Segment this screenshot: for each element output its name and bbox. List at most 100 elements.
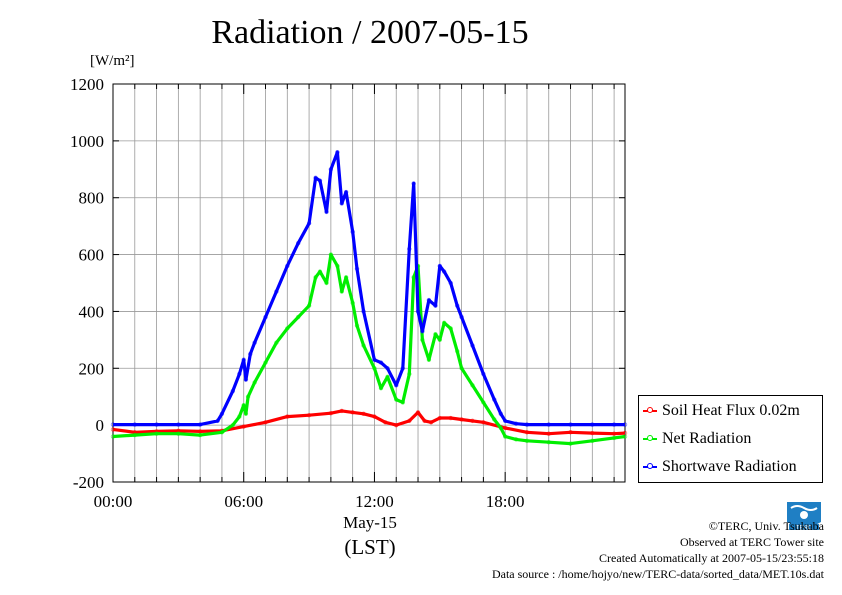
data-point	[285, 414, 290, 419]
data-point	[350, 300, 355, 306]
data-point	[197, 432, 203, 438]
data-point	[513, 421, 519, 426]
data-point	[263, 314, 268, 320]
series-line-2	[113, 150, 625, 427]
data-point	[407, 418, 412, 424]
data-point	[622, 434, 628, 439]
y-tick-label: 1200	[70, 75, 104, 94]
y-tick-label: 600	[79, 246, 105, 265]
data-point	[263, 360, 268, 365]
chart-title: Radiation / 2007-05-15	[211, 14, 529, 51]
data-point	[437, 415, 443, 421]
plot-frame	[112, 83, 626, 483]
data-point	[263, 420, 268, 425]
data-point	[524, 430, 530, 435]
legend-swatch-net-radiation	[643, 432, 657, 446]
data-point	[361, 411, 366, 416]
data-point	[154, 422, 159, 427]
legend-label-soil-heat-flux: Soil Heat Flux 0.02m	[662, 402, 800, 419]
terc-logo-icon: TERC	[787, 502, 821, 532]
data-point	[274, 340, 279, 345]
data-point	[350, 229, 355, 235]
terc-logo-text: TERC	[796, 526, 813, 532]
data-point	[502, 418, 508, 424]
credit-site: Observed at TERC Tower site	[679, 535, 824, 549]
data-point	[481, 400, 486, 405]
data-point	[459, 314, 464, 320]
data-point	[237, 371, 242, 377]
data-point	[176, 422, 181, 427]
data-point	[407, 371, 412, 377]
x-tick-label: 00:00	[94, 492, 133, 511]
data-point	[590, 422, 595, 427]
y-tick-label: 1000	[70, 132, 104, 151]
data-point	[415, 410, 421, 415]
data-point	[420, 337, 425, 343]
x-tick-label: 12:00	[355, 492, 394, 511]
data-point	[481, 371, 486, 377]
data-point	[498, 425, 504, 431]
data-point	[420, 329, 425, 334]
data-point	[328, 411, 334, 416]
data-point	[426, 297, 432, 303]
data-point	[428, 420, 434, 425]
x-tick-label: 06:00	[224, 492, 263, 511]
data-point	[248, 351, 253, 357]
data-point	[524, 438, 530, 443]
data-point	[132, 432, 137, 438]
credits: ©TERC, Univ. Tsukuba Observed at TERC To…	[492, 518, 824, 582]
data-point	[324, 280, 329, 286]
data-point	[215, 418, 220, 424]
data-point	[459, 366, 464, 371]
y-tick-label: -200	[73, 473, 104, 492]
data-point	[328, 167, 334, 172]
data-point	[437, 337, 443, 343]
data-point	[313, 275, 318, 280]
data-point	[502, 434, 508, 439]
credit-source: Data source : /home/hojyo/new/TERC-data/…	[491, 567, 824, 581]
data-point	[513, 437, 519, 442]
data-point	[285, 326, 290, 331]
data-point	[252, 340, 257, 345]
series-line-0	[112, 409, 626, 436]
data-point	[354, 266, 360, 271]
data-point	[448, 415, 453, 421]
data-point	[492, 397, 497, 402]
data-point	[230, 388, 236, 394]
data-point	[306, 412, 312, 418]
data-point	[470, 418, 475, 424]
data-point	[394, 383, 399, 388]
data-point	[372, 366, 377, 371]
data-point	[241, 403, 246, 408]
y-tick-label: 0	[96, 416, 105, 435]
data-point	[400, 400, 405, 405]
data-point	[378, 385, 384, 391]
data-point	[328, 252, 334, 257]
data-point	[317, 178, 323, 183]
data-point	[481, 420, 486, 425]
data-point	[343, 189, 349, 195]
data-point	[568, 430, 573, 435]
data-point	[176, 431, 181, 436]
legend-label-shortwave-radiation: Shortwave Radiation	[662, 458, 797, 475]
x-axis-timezone-label: (LST)	[344, 535, 396, 559]
data-point	[339, 201, 344, 206]
data-point	[324, 209, 329, 215]
data-point	[339, 408, 344, 414]
data-point	[422, 418, 427, 424]
data-point	[611, 431, 617, 436]
data-point	[441, 269, 447, 274]
legend-swatch-soil-heat-flux	[643, 404, 657, 418]
data-point	[354, 323, 360, 328]
data-point	[110, 422, 116, 427]
legend-item-soil-heat-flux: Soil Heat Flux 0.02m	[643, 401, 800, 421]
data-point	[590, 438, 595, 443]
data-point	[611, 422, 617, 427]
data-point	[400, 366, 405, 371]
data-point	[546, 431, 551, 436]
y-tick-label: 400	[79, 302, 105, 321]
credit-copyright: ©TERC, Univ. Tsukuba	[708, 519, 824, 533]
data-point	[295, 240, 301, 246]
data-point	[502, 425, 508, 431]
data-point	[394, 422, 399, 428]
